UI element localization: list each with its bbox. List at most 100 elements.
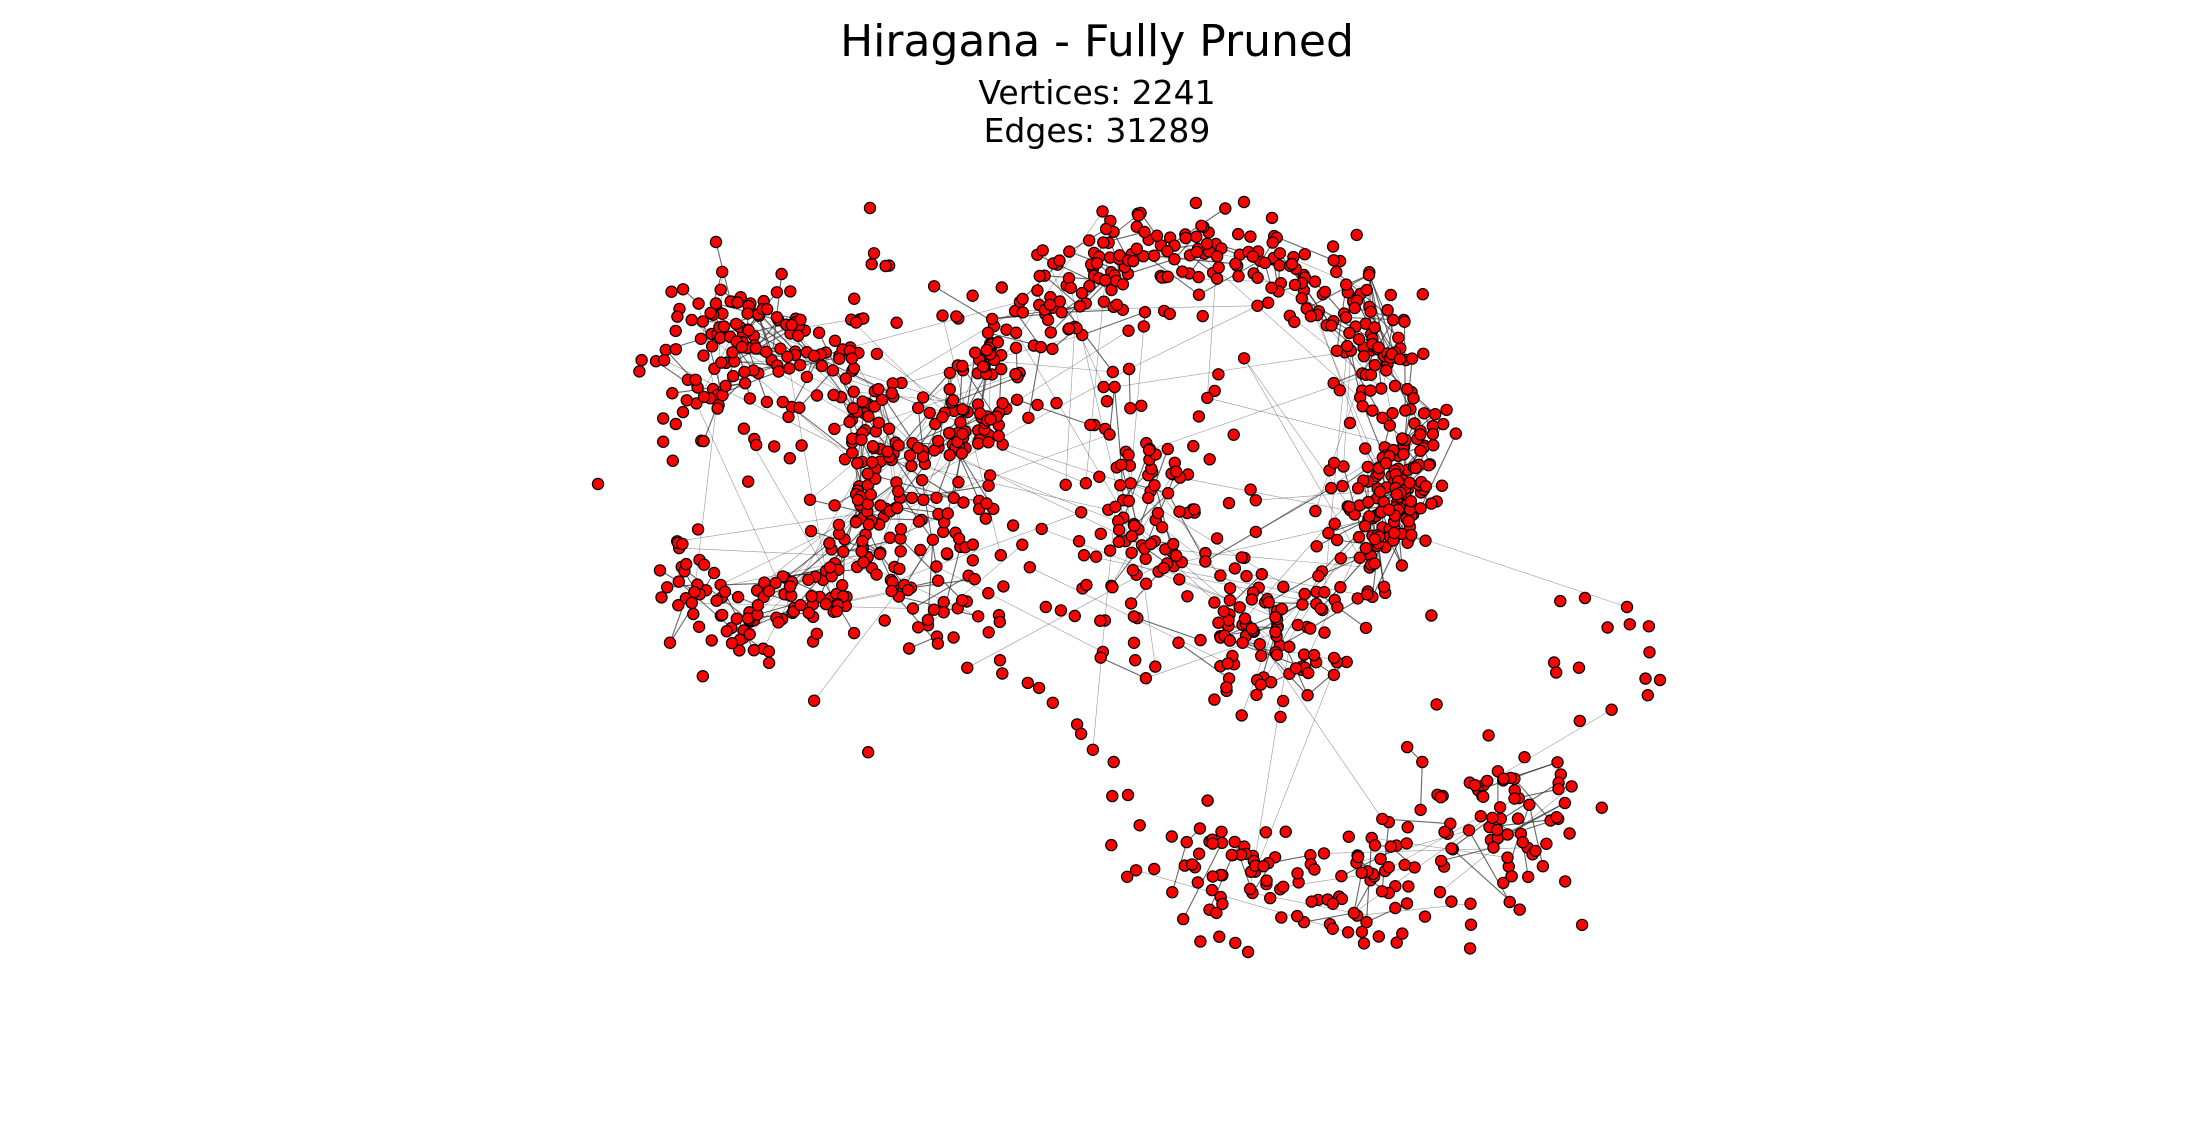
graph-vertex	[940, 547, 954, 560]
graph-vertex	[1334, 552, 1348, 565]
graph-vertex	[1031, 398, 1044, 412]
graph-vertex	[1199, 555, 1212, 568]
graph-vertex	[870, 347, 884, 361]
graph-vertex	[1276, 694, 1290, 708]
graph-vertex	[666, 387, 679, 400]
graph-vertex	[1150, 229, 1164, 242]
graph-vertex	[1223, 594, 1237, 607]
graph-vertex	[1508, 792, 1521, 805]
graph-edge	[1207, 397, 1405, 448]
graph-vertex	[810, 627, 824, 641]
graph-vertex	[968, 572, 981, 586]
graph-vertex	[1364, 305, 1377, 318]
graph-vertex	[1090, 257, 1104, 270]
graph-vertex	[1501, 851, 1514, 864]
graph-vertex	[1511, 812, 1525, 825]
graph-vertex	[1575, 918, 1589, 932]
graph-vertex	[828, 422, 841, 436]
graph-edge	[840, 396, 873, 463]
graph-vertex	[1254, 678, 1268, 691]
graph-vertex	[1144, 537, 1158, 551]
graph-vertex	[972, 610, 985, 623]
graph-vertex	[1333, 384, 1347, 397]
graph-vertex	[1200, 237, 1214, 250]
graph-vertex	[1464, 918, 1478, 931]
graph-vertex	[982, 587, 995, 600]
graph-vertex	[1165, 830, 1179, 843]
graph-edge	[1042, 250, 1104, 388]
graph-vertex	[1166, 886, 1179, 899]
graph-vertex	[1275, 602, 1289, 616]
graph-edge	[1114, 351, 1346, 388]
vertices-label: Vertices: 2241	[978, 73, 1216, 112]
graph-vertex	[1205, 883, 1219, 897]
graph-vertex	[1228, 835, 1241, 849]
graph-vertex	[966, 538, 980, 551]
graph-vertex	[982, 479, 995, 492]
graph-vertex	[1089, 550, 1103, 563]
graph-vertex	[1192, 288, 1206, 301]
graph-vertex	[1374, 852, 1387, 866]
graph-vertex	[847, 385, 860, 398]
graph-vertex	[905, 491, 919, 505]
graph-vertex	[1079, 477, 1093, 490]
graph-vertex	[1310, 540, 1323, 553]
graph-vertex	[1009, 341, 1023, 354]
graph-vertex	[1330, 344, 1344, 357]
graph-vertex	[885, 386, 899, 400]
graph-vertex	[676, 405, 690, 419]
graph-edge	[1016, 399, 1091, 426]
graph-vertex	[1291, 618, 1305, 632]
graph-vertex	[1327, 668, 1341, 682]
graph-vertex	[1290, 909, 1304, 923]
graph-vertex	[1595, 801, 1609, 814]
graph-vertex	[1172, 636, 1185, 649]
graph-vertex	[1304, 310, 1318, 323]
graph-vertex	[893, 562, 906, 576]
graph-vertex	[1445, 895, 1458, 908]
graph-vertex	[1273, 247, 1287, 260]
graph-vertex	[1139, 552, 1152, 566]
graph-vertex	[707, 566, 721, 580]
graph-vertex	[1359, 621, 1373, 635]
graph-vertex	[1497, 772, 1510, 785]
graph-vertex	[718, 585, 732, 599]
graph-vertex	[1482, 729, 1495, 742]
graph-vertex	[741, 307, 754, 320]
graph-vertex	[751, 599, 765, 612]
graph-edge	[764, 504, 861, 583]
graph-vertex	[849, 316, 863, 329]
graph-vertex	[1260, 874, 1273, 887]
graph-vertex	[1233, 601, 1246, 614]
graph-vertex	[1373, 485, 1387, 498]
graph-vertex	[1407, 392, 1420, 405]
graph-vertex	[737, 422, 751, 435]
graph-edge	[791, 548, 832, 583]
graph-vertex	[1433, 885, 1447, 899]
graph-vertex	[1400, 740, 1414, 754]
graph-vertex	[1516, 836, 1530, 849]
graph-vertex	[743, 392, 757, 405]
graph-vertex	[1163, 307, 1177, 321]
graph-vertex	[1357, 937, 1371, 950]
graph-edge	[912, 421, 961, 444]
graph-edge	[787, 356, 831, 599]
graph-vertex	[943, 426, 956, 440]
graph-edge	[1083, 554, 1338, 608]
graph-vertex	[1190, 245, 1204, 259]
graph-vertex	[1361, 495, 1375, 509]
graph-vertex	[1212, 368, 1225, 381]
graph-vertex	[1653, 673, 1667, 687]
graph-vertex	[1149, 660, 1162, 673]
graph-vertex	[1124, 402, 1137, 415]
graph-vertex	[1237, 352, 1251, 365]
graph-vertex	[1075, 286, 1089, 300]
graph-vertex	[828, 499, 841, 512]
graph-vertex	[1139, 577, 1153, 590]
graph-vertex	[1382, 503, 1396, 516]
graph-vertex	[1558, 875, 1572, 888]
graph-vertex	[867, 247, 881, 260]
graph-edge	[1276, 627, 1309, 696]
graph-vertex	[1259, 826, 1273, 839]
graph-vertex	[1601, 621, 1614, 634]
